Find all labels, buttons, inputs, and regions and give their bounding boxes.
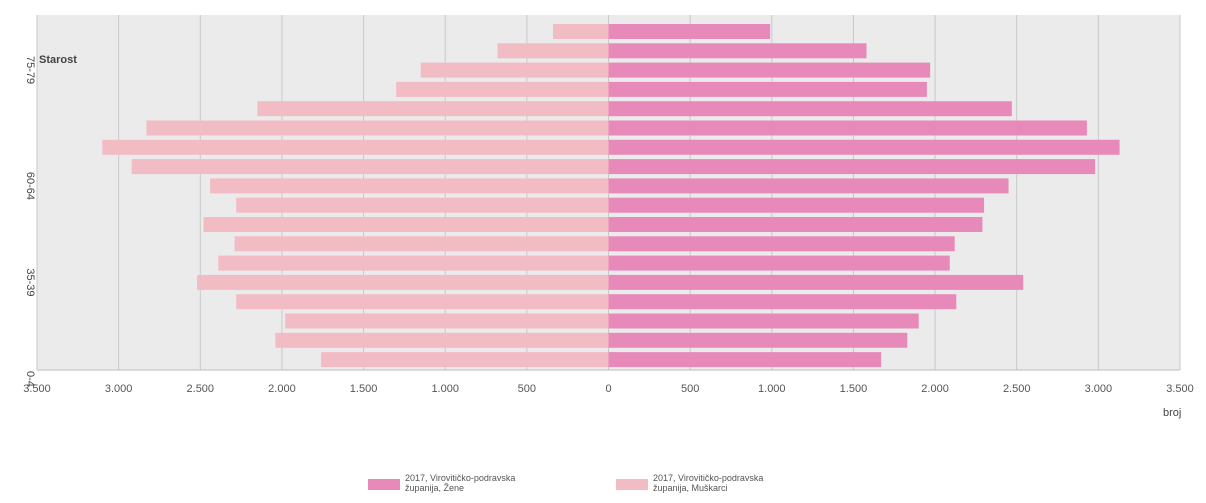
bar [608,236,955,252]
x-tick-label: 1.000 [431,383,459,395]
bar [608,178,1009,194]
bar [285,313,609,329]
bar [203,217,609,232]
x-tick-label: 1.000 [758,383,786,395]
x-tick-label: 2.500 [187,383,215,395]
series-muskarci [102,24,609,368]
x-tick-label: 1.500 [350,383,378,395]
bar [210,178,609,194]
bar [218,255,609,271]
y-axis-title: Starost [39,54,77,66]
x-tick-label: 2.000 [268,383,296,395]
y-tick-label: 75-79 [24,56,36,84]
legend-swatch [368,479,400,490]
bar [197,274,609,290]
bar [131,159,609,175]
y-tick-label: 35-39 [24,268,36,296]
bar [608,62,931,78]
bar [608,217,983,232]
x-tick-label: 3.000 [105,383,133,395]
bar [608,313,919,329]
bar [608,332,908,348]
x-tick-label: 3.500 [1166,383,1194,395]
x-tick-label: 2.000 [921,383,949,395]
bar [420,62,609,78]
bar [396,81,609,97]
bar [275,332,609,348]
bar [146,120,609,136]
bar [608,139,1120,155]
x-tick-label: 3.000 [1085,383,1113,395]
bar [102,139,609,155]
bar [608,255,950,271]
bar [608,274,1024,290]
x-tick-label: 1.500 [840,383,868,395]
legend-label: županija, Žene [405,483,464,493]
bar [608,159,1096,175]
x-tick-label: 0 [605,383,611,395]
bar [608,197,985,213]
y-axis-ticks: 75-79 60-64 35-39 0-4 [24,56,36,387]
bar [608,81,927,97]
x-tick-label: 500 [518,383,536,395]
bar [608,294,957,310]
legend-label: 2017, Virovitičko-podravska [405,473,515,483]
series-zene [608,24,1120,368]
x-tick-label: 2.500 [1003,383,1031,395]
bar [608,120,1087,136]
x-tick-label: 3.500 [23,383,51,395]
bar [608,352,882,368]
bar [608,43,867,59]
bar [234,236,609,252]
legend-swatch [616,479,648,490]
x-tick-label: 500 [681,383,699,395]
bar [236,294,609,310]
x-axis-title: broj [1163,407,1181,419]
legend-label: županija, Muškarci [653,483,728,493]
bar [608,101,1012,117]
bar [552,24,609,39]
y-tick-label: 0-4 [24,371,36,387]
bar [236,197,609,213]
x-axis-ticks: 3.500 3.000 2.500 2.000 1.500 1.000 500 0 500 1.0… [23,383,1194,395]
bar [321,352,609,368]
bar [497,43,609,59]
bar [257,101,609,117]
legend-label: 2017, Virovitičko-podravska [653,473,763,483]
bar [608,24,771,39]
y-tick-label: 60-64 [24,172,36,200]
